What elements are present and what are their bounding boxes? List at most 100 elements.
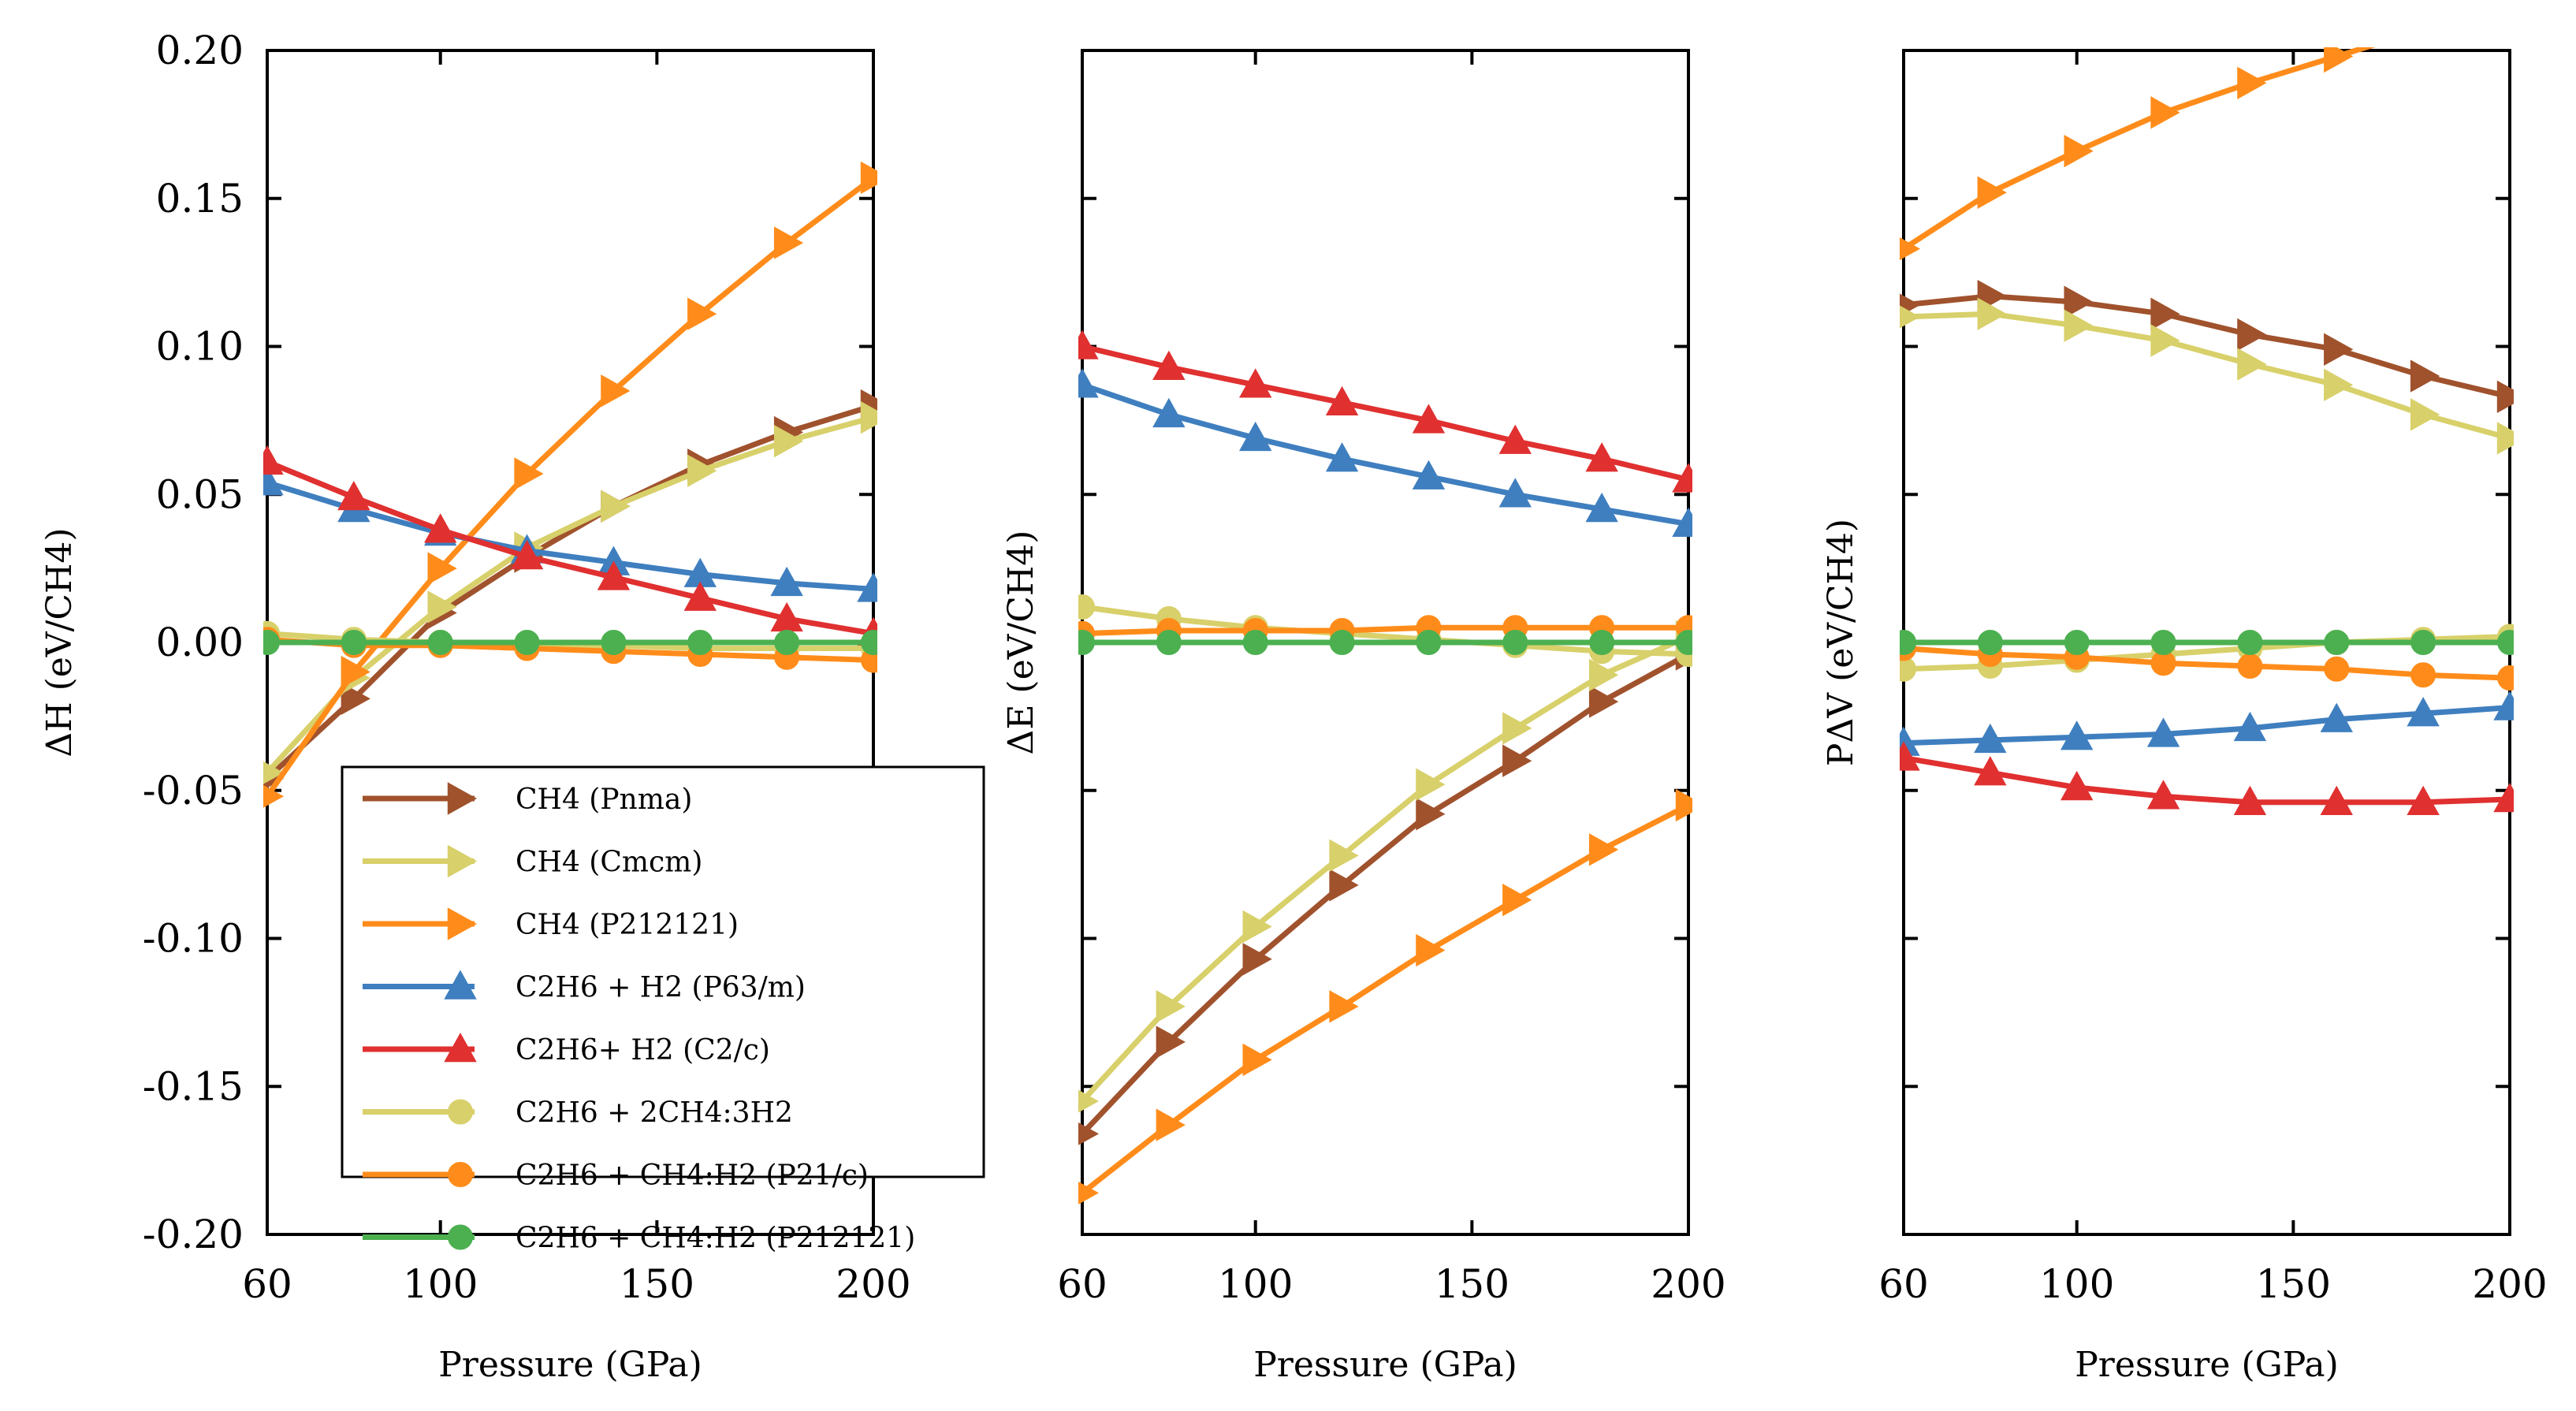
panel-middle-series-1-point (1242, 943, 1272, 976)
panel-left-series-3-point (427, 552, 457, 585)
panel-right-series-4-point (2493, 691, 2514, 720)
panel-right: 60 100 150 200 Pressure (GPa) PΔV (eV/CH4) (1821, 0, 2548, 1385)
legend-entry-6: C2H6 + 2CH4:3H2 (363, 1097, 793, 1130)
panel-right-series-2-point (2237, 348, 2267, 381)
legend-label: C2H6 + H2 (P63/m) (516, 972, 806, 1004)
panel-right-series-7-point (2497, 665, 2514, 691)
panel-right-xtick-label: 200 (2472, 1261, 2547, 1307)
panel-middle-series-3-point (1078, 1181, 1100, 1204)
panel-left-series-4-point (857, 572, 877, 602)
panel-right-series-8-point (1900, 630, 1916, 655)
panel-left-series-line-2 (265, 415, 874, 775)
panel-right-xtick-label: 60 (1878, 1261, 1929, 1307)
panel-left-series-8-point (263, 630, 280, 655)
legend-entry-2: CH4 (Cmcm) (363, 844, 702, 879)
panel-right-series-4-point (2407, 697, 2440, 727)
panel-middle-series-5-point (1325, 385, 1359, 416)
panel-middle-series-4-point (1152, 397, 1186, 428)
panel-left-series-3-point (860, 161, 877, 195)
panel-middle-series-2-point (1588, 658, 1619, 692)
panel-middle-series-5-point (1152, 350, 1186, 380)
panel-middle-series-4-point (1078, 368, 1099, 398)
panel-left-series-8-point (687, 630, 713, 655)
panel-left-series-line-1 (265, 403, 875, 781)
panel-middle-series-line-4 (1081, 382, 1689, 527)
panel-left-series-8-point (427, 630, 453, 655)
panel-middle-series-3-point (1675, 788, 1692, 822)
legend-label: CH4 (P212121) (516, 909, 739, 941)
panel-right-series-4-point (2233, 711, 2267, 742)
legend-marker (444, 1032, 477, 1063)
legend-entry-4: C2H6 + H2 (P63/m) (363, 970, 806, 1004)
panel-left-series-2-point (601, 490, 631, 523)
legend-marker (447, 907, 478, 940)
panel-left-series-5-point (337, 480, 370, 511)
panel-middle-series-line-6 (1081, 604, 1689, 657)
panel-right-series-8-point (2410, 630, 2436, 655)
panel-middle-series-8-point (1242, 630, 1268, 655)
panel-middle-xtick-label: 100 (1218, 1261, 1293, 1307)
panel-left-xtick-label: 150 (620, 1261, 694, 1307)
panel-right-series-1-point (2496, 380, 2514, 414)
panel-right-series-4-point (2060, 720, 2094, 750)
panel-left-series-2-point (687, 454, 717, 487)
panel-left-ytick-label: 0.15 (156, 176, 244, 222)
panel-middle-series-4-point (1325, 442, 1359, 472)
panel-left-xtick-label: 100 (403, 1261, 478, 1307)
panel-right-series-3-point (1977, 176, 2007, 209)
legend-marker (448, 1162, 473, 1187)
panel-middle-series-4-point (1672, 507, 1692, 537)
panel-right-series-1-point (2064, 285, 2094, 318)
panel-middle-series-1-point (1416, 798, 1446, 831)
legend-label: C2H6 + CH4:H2 (P212121) (516, 1223, 915, 1255)
panel-right-series-7-point (2324, 656, 2350, 682)
panel-left-ytick-label: -0.05 (143, 768, 244, 813)
legend-label: C2H6+ H2 (C2/c) (516, 1034, 770, 1067)
panel-right-series-8-point (2064, 630, 2090, 655)
panel-left-series-8-point (514, 630, 540, 655)
panel-middle-series-4-point (1412, 460, 1446, 490)
panel-middle-series-4-point (1239, 421, 1272, 452)
panel-right-series-2-point (2064, 309, 2094, 342)
legend-entry-3: CH4 (P212121) (363, 907, 739, 941)
legend-label: CH4 (Pnma) (516, 784, 692, 816)
panel-right-series-1-point (2150, 297, 2180, 330)
panel-right-series-5-point (2493, 782, 2514, 813)
panel-middle-series-5-point (1078, 329, 1099, 359)
panel-left-series-3-point (687, 297, 717, 330)
legend-label: C2H6 + CH4:H2 (P21/c) (516, 1160, 869, 1192)
panel-right-series-line-5 (1903, 754, 2511, 806)
panel-right-series-5-point (2407, 785, 2440, 815)
panel-right-series-3-point (2411, 15, 2438, 45)
panel-left: -0.20 -0.15 -0.10 -0.05 0.00 0.05 0.10 0.15 0.20… (39, 28, 911, 1385)
panel-right-series-5-point (1900, 741, 1920, 771)
panel-right-series-3-point (2324, 47, 2354, 73)
panel-middle-series-5-point (1672, 463, 1692, 493)
panel-right-series-8-point (2237, 630, 2263, 655)
panel-right-series-3-point (2064, 134, 2094, 168)
panel-right-xtick-label: 150 (2256, 1261, 2331, 1307)
panel-left-series-3-point (263, 784, 285, 808)
panel-middle-series-3-point (1329, 990, 1359, 1023)
panel-left-series-3-point (341, 655, 370, 689)
panel-middle-ylabel: ΔE (eV/CH4) (1001, 531, 1041, 755)
panel-left-ylabel: ΔH (eV/CH4) (39, 527, 80, 757)
panel-left-series-5-point (683, 581, 717, 611)
panel-middle-series-4-point (1498, 478, 1532, 508)
panel-right-series-8-point (1977, 630, 2003, 655)
panel-left-ytick-label: -0.15 (143, 1063, 244, 1109)
panel-left-series-5-point (597, 560, 631, 590)
panel-right-series-3-point (2498, 0, 2525, 24)
panel-right-xlabel: Pressure (GPa) (2075, 1345, 2339, 1385)
panel-right-series-8-point (2497, 630, 2514, 655)
panel-left-series-2-point (427, 590, 457, 624)
panel-middle-xtick-label: 150 (1435, 1261, 1509, 1307)
panel-right-series-4-point (2146, 717, 2180, 747)
panel-middle-series-2-point (1156, 990, 1186, 1023)
panel-middle-series-line-7 (1081, 624, 1688, 637)
panel-middle-series-5-point (1498, 424, 1532, 454)
panel-middle-series-2-point (1078, 1089, 1100, 1113)
panel-right-series-2-point (1900, 305, 1921, 329)
panel-middle-series-line-5 (1081, 344, 1689, 482)
panel-right-series-5-point (1974, 756, 2007, 786)
